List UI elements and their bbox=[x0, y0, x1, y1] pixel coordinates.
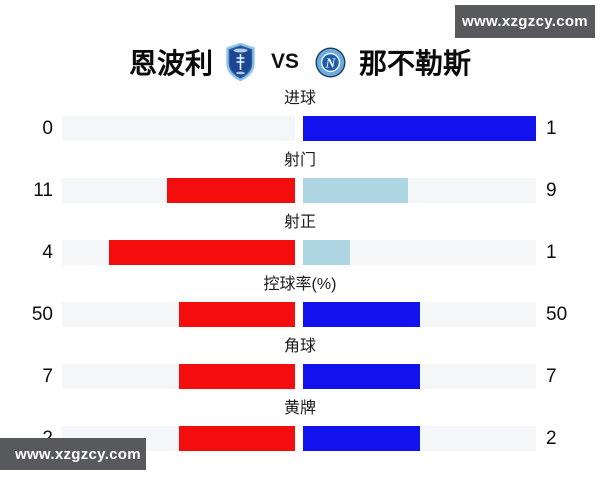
watermark-bottom-text: www.xzgzcy.com bbox=[15, 445, 141, 463]
stat-label: 控球率(%) bbox=[263, 276, 337, 293]
home-stat-track bbox=[62, 240, 295, 265]
away-stat-track bbox=[303, 364, 536, 389]
watermark-top: www.xzgzcy.com bbox=[455, 5, 595, 38]
napoli-badge-icon: N bbox=[315, 47, 346, 78]
home-stat-value: 0 bbox=[42, 118, 53, 139]
away-stat-track bbox=[303, 240, 536, 265]
home-stat-bar bbox=[166, 178, 295, 203]
vs-label: VS bbox=[270, 50, 299, 73]
away-stat-value: 1 bbox=[546, 118, 557, 139]
stat-row: 进球 0 1 bbox=[0, 86, 600, 148]
stat-label: 进球 bbox=[283, 90, 316, 107]
away-stat-value: 7 bbox=[546, 366, 557, 387]
watermark-top-text: www.xzgzcy.com bbox=[462, 13, 588, 30]
away-stat-track bbox=[303, 302, 536, 327]
match-header: 恩波利 VS N 那不勒斯 bbox=[0, 40, 600, 84]
watermark-bottom: www.xzgzcy.com bbox=[0, 438, 146, 470]
home-stat-track bbox=[62, 116, 295, 141]
away-stat-bar bbox=[303, 302, 420, 327]
away-stat-value: 1 bbox=[546, 242, 557, 263]
away-stat-bar bbox=[303, 178, 408, 203]
home-stat-track bbox=[62, 426, 295, 451]
home-stat-bar bbox=[108, 240, 295, 265]
stat-label: 黄牌 bbox=[283, 400, 316, 417]
away-team-name: 那不勒斯 bbox=[359, 48, 472, 79]
home-stat-value: 7 bbox=[42, 366, 53, 387]
away-stat-track bbox=[303, 426, 536, 451]
stat-bar-line: 11 9 bbox=[0, 178, 600, 203]
home-stat-track bbox=[62, 364, 295, 389]
away-stat-track bbox=[303, 116, 536, 141]
away-stat-bar bbox=[303, 426, 420, 451]
away-stat-track bbox=[303, 178, 536, 203]
home-stat-track bbox=[62, 302, 295, 327]
stat-bar-line: 50 50 bbox=[0, 302, 600, 327]
home-stat-track bbox=[62, 178, 295, 203]
home-stat-value: 11 bbox=[33, 180, 53, 201]
away-stat-bar bbox=[303, 240, 350, 265]
home-team-name: 恩波利 bbox=[128, 48, 213, 79]
home-stat-bar bbox=[178, 364, 295, 389]
home-stat-bar bbox=[178, 302, 295, 327]
stat-label: 射正 bbox=[283, 214, 316, 231]
stat-row: 角球 7 7 bbox=[0, 334, 600, 396]
stat-row: 射门 11 9 bbox=[0, 148, 600, 210]
away-stat-bar bbox=[303, 116, 536, 141]
stat-label: 角球 bbox=[283, 338, 316, 355]
away-stat-bar bbox=[303, 364, 420, 389]
stat-row: 黄牌 22 bbox=[0, 396, 600, 458]
away-stat-value: 2 bbox=[546, 428, 557, 449]
stat-row: 控球率(%) 50 50 bbox=[0, 272, 600, 334]
stat-bar-line: 22 bbox=[0, 426, 600, 451]
away-stat-value: 9 bbox=[546, 180, 557, 201]
svg-text:N: N bbox=[325, 55, 337, 70]
home-stat-value: 50 bbox=[31, 304, 53, 325]
away-stat-value: 50 bbox=[546, 304, 568, 325]
stat-label: 射门 bbox=[283, 152, 316, 169]
home-stat-bar bbox=[178, 426, 295, 451]
home-stat-value: 4 bbox=[42, 242, 53, 263]
empoli-badge-icon bbox=[226, 43, 255, 81]
stat-row: 射正 4 1 bbox=[0, 210, 600, 272]
